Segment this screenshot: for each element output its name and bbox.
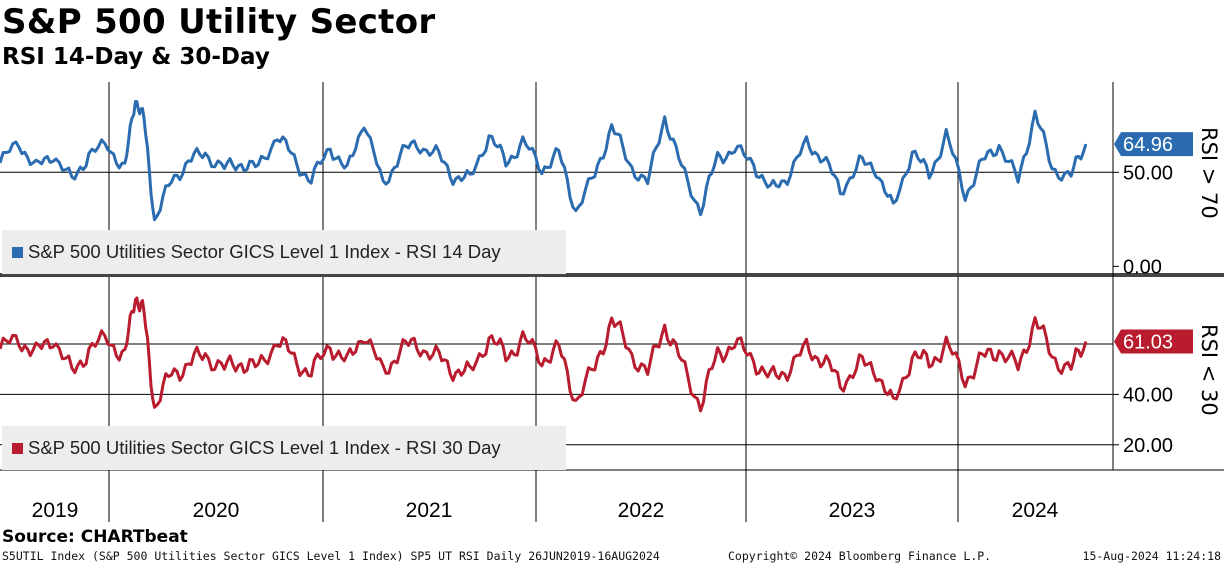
legend-label-rsi30: S&P 500 Utilities Sector GICS Level 1 In… xyxy=(28,437,501,458)
chart-title: S&P 500 Utility Sector xyxy=(2,2,436,42)
series-lines xyxy=(0,100,1088,413)
last-value-badge xyxy=(1114,329,1193,354)
last-value-label: 64.96 xyxy=(1123,134,1173,156)
year-label: 2021 xyxy=(405,499,453,522)
last-value-badge xyxy=(1114,132,1193,157)
source-label: Source: CHARTbeat xyxy=(2,527,188,547)
side-label-rsi30: RSI < 30 xyxy=(1197,324,1221,416)
y-tick-label: 0.00 xyxy=(1123,256,1162,278)
year-label: 2020 xyxy=(192,499,240,522)
legend-swatch-rsi30 xyxy=(12,442,23,454)
legend-rsi14[interactable]: S&P 500 Utilities Sector GICS Level 1 In… xyxy=(2,230,566,274)
last-value-label: 61.03 xyxy=(1123,331,1173,353)
legend-label-rsi14: S&P 500 Utilities Sector GICS Level 1 In… xyxy=(28,241,501,262)
side-label-rsi14: RSI > 70 xyxy=(1197,127,1221,219)
footer-copyright: Copyright© 2024 Bloomberg Finance L.P. xyxy=(728,549,992,563)
panel-separator-bar xyxy=(0,273,1224,277)
footer-timestamp: 15-Aug-2024 11:24:18 xyxy=(1082,549,1221,563)
rsi14-series-line xyxy=(0,100,1088,222)
legend-rsi30[interactable]: S&P 500 Utilities Sector GICS Level 1 In… xyxy=(2,426,566,470)
year-label: 2019 xyxy=(31,499,79,522)
chart-subtitle: RSI 14-Day & 30-Day xyxy=(2,44,270,70)
footer-ticker: S5UTIL Index (S&P 500 Utilities Sector G… xyxy=(2,549,660,563)
y-axes: 0.00 50.00 64.96 20.00 40.00 61.03 xyxy=(0,82,1224,471)
year-label: 2023 xyxy=(828,499,876,522)
y-tick-label: 20.00 xyxy=(1123,435,1173,457)
y-tick-label: 40.00 xyxy=(1123,384,1173,406)
year-label: 2022 xyxy=(617,499,665,522)
year-label: 2024 xyxy=(1011,499,1059,522)
rsi30-series-line xyxy=(0,296,1088,413)
panel-separator[interactable] xyxy=(0,273,1224,277)
legend-swatch-rsi14 xyxy=(12,246,23,258)
y-tick-label: 50.00 xyxy=(1123,162,1173,184)
